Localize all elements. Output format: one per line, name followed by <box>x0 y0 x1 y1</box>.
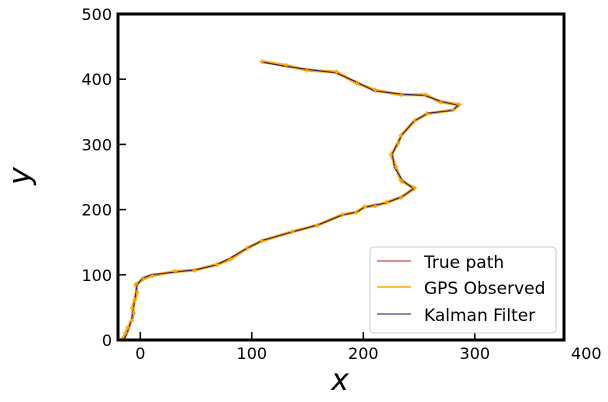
gps-point <box>150 272 156 278</box>
legend-label-true-path: True path <box>423 253 504 273</box>
gps-point <box>339 212 345 218</box>
gps-point <box>456 102 462 108</box>
y-tick-label: 100 <box>81 266 112 285</box>
x-tick-label: 300 <box>460 344 491 363</box>
gps-point <box>289 229 295 235</box>
series-line-kalman-filter <box>123 61 459 341</box>
gps-point <box>393 164 399 170</box>
x-tick-label: 100 <box>237 344 268 363</box>
tick-layer: 0 100 200 300 400 0 100 200 300 400 500 <box>81 5 601 363</box>
gps-point <box>354 209 360 215</box>
gps-point <box>172 269 178 275</box>
y-tick-label: 200 <box>81 201 112 220</box>
gps-point <box>437 99 443 105</box>
gps-point <box>451 107 457 113</box>
gps-point <box>125 325 131 331</box>
gps-point <box>354 80 360 86</box>
gps-point <box>398 92 404 98</box>
gps-point <box>259 59 265 65</box>
gps-point <box>128 318 134 324</box>
gps-point <box>373 203 379 209</box>
legend: True path GPS Observed Kalman Filter <box>369 246 557 334</box>
gps-point <box>398 132 404 138</box>
gps-point <box>412 185 418 191</box>
gps-point <box>132 297 138 303</box>
gps-point <box>398 194 404 200</box>
legend-box <box>369 246 557 334</box>
gps-point <box>283 63 289 69</box>
gps-point <box>192 267 198 273</box>
gps-point <box>398 178 404 184</box>
gps-point <box>259 238 265 244</box>
gps-point <box>373 87 379 93</box>
gps-point <box>141 276 147 282</box>
gps-point <box>395 141 401 147</box>
gps-point <box>423 92 429 98</box>
gps-point <box>133 282 139 288</box>
y-tick-label: 0 <box>102 331 112 350</box>
gps-point <box>424 111 430 117</box>
legend-label-kalman-filter: Kalman Filter <box>424 306 535 326</box>
x-tick-label: 0 <box>135 344 145 363</box>
gps-point <box>388 152 394 158</box>
y-tick-label: 400 <box>81 70 112 89</box>
gps-point <box>384 199 390 205</box>
legend-label-gps-observed: GPS Observed <box>424 279 545 299</box>
gps-point <box>123 330 129 336</box>
plot-frame <box>116 12 566 342</box>
x-tick-label: 400 <box>571 344 602 363</box>
gps-point <box>131 310 137 316</box>
gps-point <box>334 69 340 75</box>
y-tick-label: 300 <box>81 135 112 154</box>
gps-point <box>303 67 309 73</box>
x-axis-label: x <box>330 363 349 398</box>
gps-point <box>315 222 321 228</box>
gps-point <box>134 289 140 295</box>
gps-point <box>228 256 234 262</box>
gps-point <box>244 245 250 251</box>
series-layer <box>119 59 462 342</box>
gps-point <box>361 204 367 210</box>
y-axis-label: y <box>3 166 38 186</box>
y-tick-label: 500 <box>81 5 112 24</box>
gps-point <box>129 305 135 311</box>
x-tick-label: 200 <box>348 344 379 363</box>
gps-point <box>214 261 220 267</box>
gps-point <box>412 118 418 124</box>
